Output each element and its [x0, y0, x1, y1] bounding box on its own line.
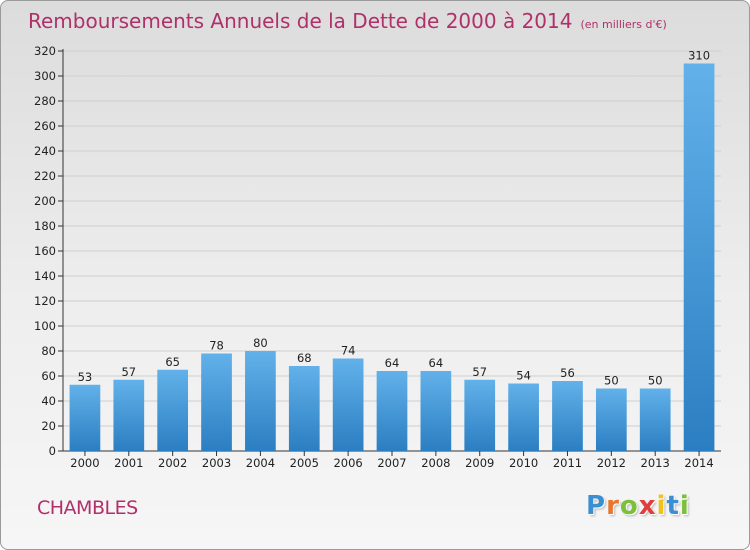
y-tick-label: 80 [41, 344, 56, 358]
proxiti-logo: Proxiti [586, 491, 690, 521]
y-tick-label: 220 [34, 169, 56, 183]
bar [288, 366, 320, 451]
y-tick-label: 180 [34, 219, 56, 233]
x-tick-label: 2004 [246, 456, 275, 470]
bar-value-label: 78 [209, 339, 224, 353]
x-tick-label: 2000 [70, 456, 99, 470]
logo-letter: o [619, 491, 639, 521]
x-tick-label: 2007 [377, 456, 406, 470]
bar [332, 358, 364, 451]
bar [157, 369, 189, 451]
logo-letter: i [679, 491, 690, 521]
bar [376, 371, 408, 451]
bar-value-label: 50 [648, 374, 663, 388]
y-tick-label: 320 [34, 44, 56, 58]
logo-letter: i [656, 491, 667, 521]
labels: 0 20 40 60 80 100 120 140 160 180 200 220 240 260 280 3… [34, 44, 714, 470]
x-tick-label: 2002 [158, 456, 187, 470]
y-tick-label: 20 [41, 419, 56, 433]
bar-value-label: 56 [560, 366, 575, 380]
x-tick-label: 2010 [509, 456, 538, 470]
x-tick-label: 2012 [597, 456, 626, 470]
bar [420, 371, 452, 451]
logo-letter: P [586, 491, 607, 521]
x-tick-label: 2014 [684, 456, 713, 470]
commune-name: CHAMBLES [37, 497, 138, 519]
bar-value-label: 64 [385, 356, 400, 370]
logo-letter: x [638, 491, 657, 521]
y-tick-label: 120 [34, 294, 56, 308]
bar-value-label: 54 [516, 369, 531, 383]
y-tick-label: 260 [34, 119, 56, 133]
x-tick-label: 2001 [114, 456, 143, 470]
bar-value-label: 74 [341, 344, 356, 358]
bar [683, 63, 715, 451]
bar [464, 379, 496, 451]
x-tick-label: 2003 [202, 456, 231, 470]
bar [69, 384, 101, 451]
bar-value-label: 57 [472, 365, 487, 379]
logo-letter: t [666, 491, 680, 521]
bar [639, 388, 671, 451]
x-tick-label: 2009 [465, 456, 494, 470]
bar [245, 351, 276, 451]
bar [201, 353, 232, 451]
chart-title-unit: (en milliers d'€) [580, 18, 667, 31]
bar-value-label: 53 [78, 370, 93, 384]
chart-title-main: Remboursements Annuels de la Dette de 20… [28, 9, 573, 33]
bar-value-label: 68 [297, 351, 312, 365]
y-tick-label: 200 [34, 194, 56, 208]
bar [508, 383, 539, 451]
y-tick-label: 40 [41, 394, 56, 408]
bar-value-label: 310 [688, 49, 710, 63]
x-tick-label: 2013 [641, 456, 670, 470]
bar-value-label: 57 [121, 365, 136, 379]
logo-letter: r [606, 491, 620, 521]
y-tick-label: 240 [34, 144, 56, 158]
bar [552, 381, 583, 451]
bar [113, 379, 145, 451]
x-tick-label: 2006 [333, 456, 362, 470]
bar-value-label: 65 [165, 355, 180, 369]
bar-value-label: 80 [253, 336, 268, 350]
y-tick-label: 280 [34, 94, 56, 108]
y-tick-label: 300 [34, 69, 56, 83]
x-tick-label: 2011 [553, 456, 582, 470]
x-tick-label: 2008 [421, 456, 450, 470]
bars [69, 63, 715, 451]
x-tick-label: 2005 [290, 456, 319, 470]
bar-value-label: 50 [604, 374, 619, 388]
y-tick-label: 140 [34, 269, 56, 283]
bar-value-label: 64 [429, 356, 444, 370]
y-tick-label: 60 [41, 369, 56, 383]
bar [595, 388, 627, 451]
y-tick-label: 160 [34, 244, 56, 258]
y-tick-label: 0 [49, 444, 56, 458]
chart-title: Remboursements Annuels de la Dette de 20… [28, 9, 667, 33]
y-tick-label: 100 [34, 319, 56, 333]
